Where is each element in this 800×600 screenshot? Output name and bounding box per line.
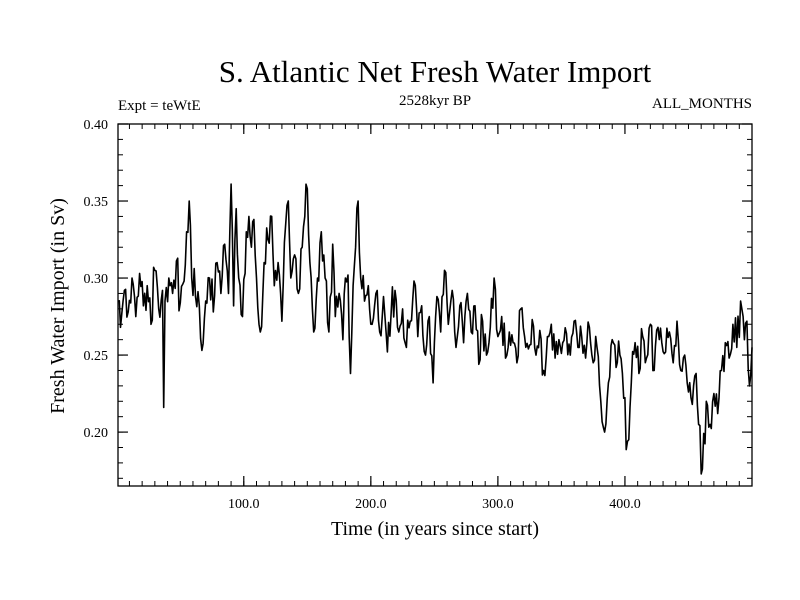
y-tick-label: 0.30	[84, 272, 109, 287]
x-tick-label: 400.0	[609, 497, 641, 512]
y-tick-label: 0.25	[84, 349, 109, 364]
plot-frame	[117, 123, 753, 487]
x-tick-label: 300.0	[482, 497, 514, 512]
months-label: ALL_MONTHS	[652, 96, 752, 112]
y-tick-label: 0.20	[84, 426, 109, 441]
axis-tick-labels: 100.0 200.0 300.0 400.0 0.20 0.25 0.30 0.35 0.40	[84, 118, 641, 512]
data-series	[117, 183, 753, 475]
y-tick-label: 0.40	[84, 118, 109, 133]
chart-title: S. Atlantic Net Fresh Water Import	[219, 54, 652, 89]
y-axis-label: Fresh Water Import (in Sv)	[47, 198, 69, 414]
fresh-water-series-line	[117, 183, 753, 475]
x-tick-label: 100.0	[228, 497, 260, 512]
x-axis-label: Time (in years since start)	[331, 518, 539, 540]
y-tick-label: 0.35	[84, 195, 109, 210]
experiment-label: Expt = teWtE	[118, 98, 201, 114]
chart-subtitle: 2528kyr BP	[399, 93, 471, 109]
x-tick-label: 200.0	[355, 497, 387, 512]
